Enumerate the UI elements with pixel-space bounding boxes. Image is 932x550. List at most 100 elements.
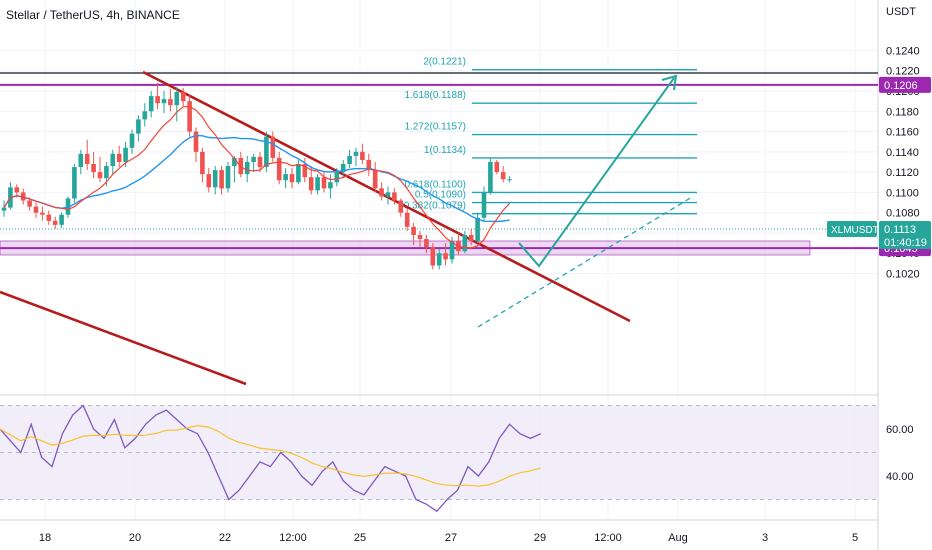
candle-body <box>500 172 506 180</box>
candle-body <box>104 166 109 179</box>
time-axis-tick: 29 <box>534 532 546 544</box>
price-axis-tick: 0.1160 <box>886 127 919 139</box>
candle-body <box>219 170 224 189</box>
projection-arrows <box>477 74 693 328</box>
time-axis-tick: 12:00 <box>594 532 622 544</box>
candle-body <box>72 167 77 199</box>
fibonacci-levels: 2(0.1221) 1.618(0.1188) 1.272(0.1157) 1(0.1… <box>404 57 697 215</box>
price-axis-tick: 0.1120 <box>886 167 919 179</box>
candle-body <box>187 101 192 132</box>
time-axis-tick: 22 <box>219 532 231 544</box>
candle-body <box>136 119 141 134</box>
price-axis-tick: 0.1240 <box>886 45 920 57</box>
projection-arrowhead <box>661 74 678 91</box>
time-axis-tick: 12:00 <box>279 532 307 544</box>
rsi-line <box>0 404 542 513</box>
candle-body <box>436 253 442 266</box>
resistance-badge-box <box>879 76 931 93</box>
descending-trendline-lower <box>0 290 247 386</box>
candle-body <box>494 161 500 173</box>
candle-body <box>168 99 173 106</box>
rsi-moving-average <box>0 424 541 487</box>
last-price-badge-sub: 01:40:19 <box>884 237 927 249</box>
candle-body <box>468 234 474 242</box>
candle-body <box>308 177 314 191</box>
candle-body <box>155 96 160 104</box>
candle-body <box>212 170 218 188</box>
fib-level-label: 1.618(0.1188) <box>404 90 466 101</box>
price-axis-tick: 0.1140 <box>886 147 919 159</box>
projection-path <box>518 77 675 268</box>
fib-level-label: 1.272(0.1157) <box>404 122 466 133</box>
price-axis-currency: USDT <box>886 6 916 18</box>
price-axis-tick: 0.1020 <box>886 269 920 281</box>
horizontal-levels <box>0 72 878 250</box>
candle-body <box>366 159 372 171</box>
candle-body <box>225 166 231 189</box>
candle-body <box>340 164 346 173</box>
fib-level-label: 0.5(0.1090) <box>415 190 466 201</box>
candle-body <box>424 239 429 248</box>
candle-body <box>488 161 493 193</box>
time-axis-tick: Aug <box>668 532 688 544</box>
candle-body <box>123 147 128 162</box>
fib-level-label: 2(0.1221) <box>423 57 466 68</box>
candle-body <box>97 172 103 179</box>
moving-average-slow <box>3 134 510 223</box>
candle-body <box>398 200 404 213</box>
candle-body <box>449 241 455 260</box>
candle-body <box>251 156 256 162</box>
candle-body <box>27 200 32 207</box>
candle-body <box>296 164 301 183</box>
candle-body <box>289 174 295 183</box>
candle-body <box>270 136 276 158</box>
time-axis-tick: 3 <box>762 532 768 544</box>
chart-title: Stellar / TetherUS, 4h, BINANCE <box>6 8 180 22</box>
candle-body <box>347 155 352 165</box>
fib-level-label: 1(0.1134) <box>424 145 466 156</box>
candle-body <box>142 111 148 120</box>
candle-body <box>116 153 122 162</box>
candle-body <box>392 192 397 201</box>
candle-body <box>59 214 64 225</box>
candle-body <box>264 136 269 168</box>
price-axis-tick: 0.1100 <box>886 187 919 199</box>
resistance-badge-text: 0.1206 <box>884 80 918 92</box>
fib-level-label: 0.382(0.1079) <box>404 201 466 212</box>
candle-body <box>276 157 282 181</box>
time-axis[interactable]: 18 20 22 12:00 25 27 29 12:00 Aug 3 5 <box>39 532 858 544</box>
candle-body <box>46 214 52 221</box>
candle-body <box>302 164 308 178</box>
candle-body <box>161 99 167 104</box>
candle-body <box>206 174 212 188</box>
candle-body <box>180 92 186 102</box>
time-axis-tick: 20 <box>129 532 141 544</box>
candle-body <box>40 212 45 215</box>
trend-lines <box>0 70 631 386</box>
candle-body <box>1 207 7 211</box>
candle-body <box>52 220 58 225</box>
candle-body <box>404 212 410 227</box>
candle-body <box>148 96 154 112</box>
candle-body <box>14 187 20 193</box>
time-axis-tick: 18 <box>39 532 51 544</box>
candle-body <box>232 157 237 167</box>
candle-body <box>321 177 327 189</box>
fib-level-label: 0.618(0.1100) <box>404 179 466 190</box>
price-axis-tick: 0.1180 <box>886 106 919 118</box>
candle-body <box>417 234 423 240</box>
candle-body <box>385 192 391 197</box>
price-axis-tick: 0.1220 <box>886 66 920 78</box>
candle-body <box>430 247 436 266</box>
candle-body <box>328 182 333 189</box>
candle-body <box>129 133 135 148</box>
candle-body <box>257 156 263 168</box>
candle-body <box>78 153 84 168</box>
candle-body <box>462 234 468 252</box>
symbol-badge-text: XLMUSDT <box>831 225 879 236</box>
rsi-axis-tick: 60.00 <box>886 424 914 436</box>
last-price-badge-text: 0.1113 <box>884 224 916 236</box>
candle-body <box>33 206 39 213</box>
